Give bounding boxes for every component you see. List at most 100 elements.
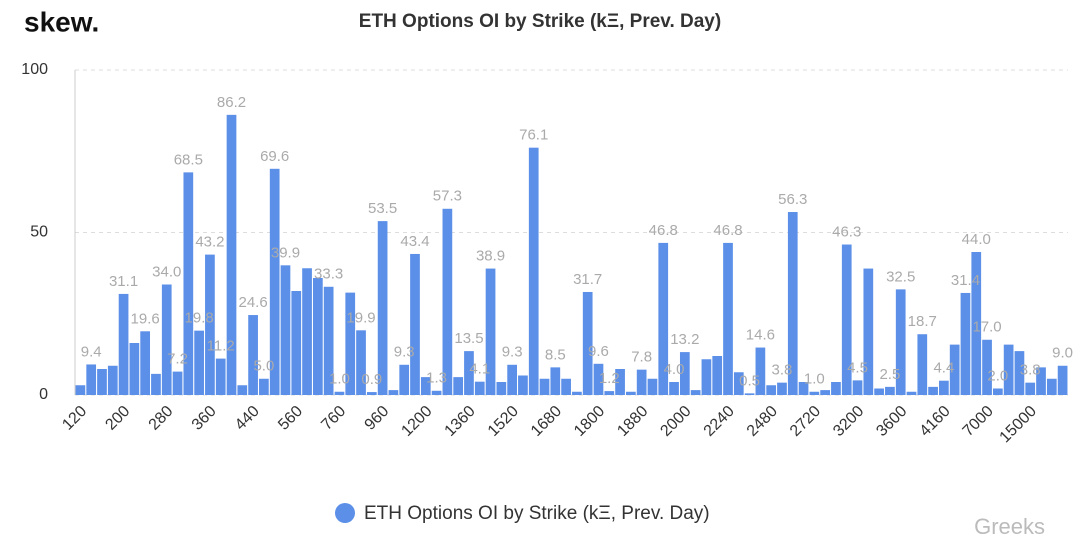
x-tick-label: 7000 [960, 403, 997, 440]
data-label: 2.5 [879, 366, 900, 383]
bar [561, 378, 571, 395]
bar [755, 347, 766, 395]
bar [949, 344, 960, 395]
bar [690, 390, 701, 395]
x-tick-label: 2000 [657, 403, 694, 440]
x-tick-label: 200 [102, 403, 133, 434]
data-label: 69.6 [260, 148, 289, 165]
data-label: 4.5 [847, 359, 868, 376]
y-tick-label: 100 [21, 61, 48, 78]
bar [194, 330, 204, 395]
x-tick-label: 120 [59, 403, 90, 434]
data-label: 31.4 [951, 272, 980, 289]
bar [431, 390, 442, 395]
bar [766, 385, 777, 395]
bar [183, 172, 194, 395]
data-label: 1.3 [426, 370, 447, 387]
x-tick-label: 3200 [830, 403, 867, 440]
data-label: 9.3 [394, 344, 415, 361]
bar [399, 364, 410, 395]
bar [626, 391, 636, 395]
bar [507, 364, 517, 395]
bar [75, 385, 86, 395]
bar [453, 377, 464, 395]
data-label: 76.1 [519, 127, 548, 144]
data-label: 3.8 [1020, 362, 1041, 379]
bar [388, 390, 399, 395]
bar [917, 334, 928, 395]
data-label: 9.6 [588, 343, 609, 360]
legend-label: ETH Options OI by Strike (kΞ, Prev. Day) [364, 503, 710, 524]
x-tick-label: 1520 [485, 403, 522, 440]
data-label: 44.0 [962, 231, 991, 248]
bar [593, 363, 604, 395]
bar [248, 315, 258, 395]
bar [86, 364, 97, 395]
bar [895, 289, 906, 395]
bar [140, 331, 151, 395]
data-label: 7.8 [631, 349, 652, 366]
data-label: 46.8 [713, 222, 742, 239]
x-tick-label: 360 [189, 403, 220, 434]
data-label: 4.4 [933, 360, 954, 377]
x-tick-label: 280 [146, 403, 177, 434]
data-label: 17.0 [972, 319, 1001, 336]
bar [787, 212, 798, 395]
watermark: Greeks [974, 514, 1045, 539]
bar [259, 378, 269, 395]
data-label: 24.6 [238, 294, 267, 311]
bar [442, 208, 453, 395]
data-label: 13.5 [454, 330, 483, 347]
bar [280, 265, 291, 395]
bar [215, 358, 226, 395]
bar [669, 382, 679, 395]
data-label: 11.2 [207, 338, 235, 355]
data-label: 32.5 [886, 268, 915, 285]
bar [777, 382, 787, 395]
bar [906, 391, 917, 395]
bar [420, 377, 431, 395]
bar [323, 286, 334, 395]
bar [1036, 367, 1046, 395]
bar [464, 351, 474, 395]
data-label: 34.0 [152, 263, 181, 280]
data-label: 5.0 [253, 358, 274, 375]
bar [831, 382, 841, 395]
x-tick-label: 2480 [744, 403, 781, 440]
bar [291, 291, 302, 395]
x-tick-label: 1880 [614, 403, 651, 440]
bar [841, 244, 852, 395]
y-tick-label: 0 [39, 386, 48, 403]
bar [129, 343, 140, 395]
data-label: 0.9 [361, 371, 382, 388]
x-tick-label: 760 [318, 403, 349, 434]
bar [647, 378, 658, 395]
legend-marker [335, 503, 355, 523]
bar [582, 291, 593, 395]
data-label: 43.2 [195, 234, 224, 251]
bar [205, 254, 215, 395]
bar [636, 369, 647, 395]
x-tick-label: 960 [362, 403, 393, 434]
bar [345, 292, 356, 395]
bar [701, 359, 712, 395]
data-label: 0.5 [739, 372, 760, 389]
x-tick-label: 4160 [916, 403, 953, 440]
data-label: 18.7 [908, 313, 937, 330]
bar [312, 278, 323, 395]
data-label: 19.8 [185, 310, 214, 327]
bar [712, 356, 723, 395]
bar [496, 382, 507, 395]
bar [939, 380, 949, 395]
bar [885, 386, 895, 395]
bar [518, 375, 528, 395]
bar [528, 147, 539, 395]
data-label: 19.9 [346, 309, 375, 326]
data-label: 39.9 [271, 244, 300, 261]
bar [237, 385, 248, 395]
bar [572, 391, 582, 395]
bar [161, 284, 172, 395]
bar [744, 393, 755, 395]
bar [971, 252, 982, 395]
bar [874, 388, 884, 395]
